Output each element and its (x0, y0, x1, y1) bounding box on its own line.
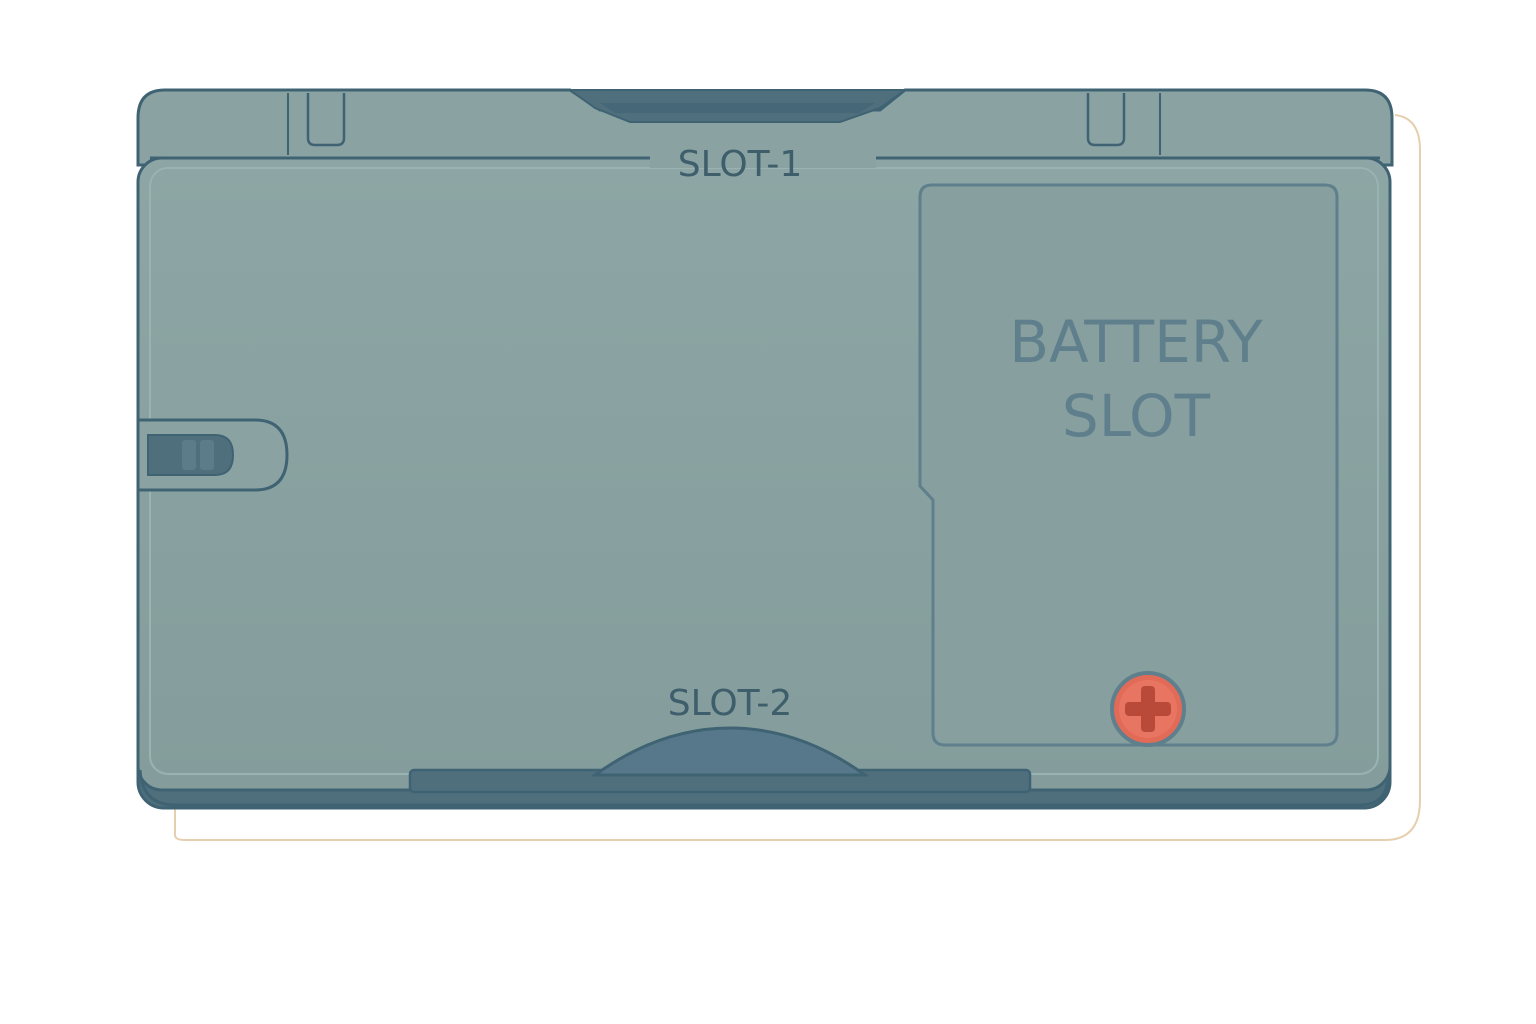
top-notch-inner (600, 103, 875, 113)
bottom-slot-hump (590, 726, 870, 777)
phillips-screw-icon (1110, 671, 1186, 747)
device-shadow-outline (174, 114, 1421, 841)
hinge-clip-left (306, 93, 346, 147)
bottom-lip-edge (138, 769, 1390, 807)
battery-label-line2: SLOT (1062, 382, 1211, 450)
hinge-clip-right (1086, 93, 1126, 147)
battery-door (918, 183, 1339, 747)
top-seam-gap (650, 150, 876, 168)
side-latch-ridge-2 (200, 440, 214, 470)
side-latch-ridge-1 (182, 440, 196, 470)
battery-label-line1: BATTERY (1009, 308, 1263, 376)
slot2-label: SLOT-2 (668, 683, 793, 724)
top-cover (136, 88, 1394, 167)
slot1-label: SLOT-1 (678, 144, 803, 185)
